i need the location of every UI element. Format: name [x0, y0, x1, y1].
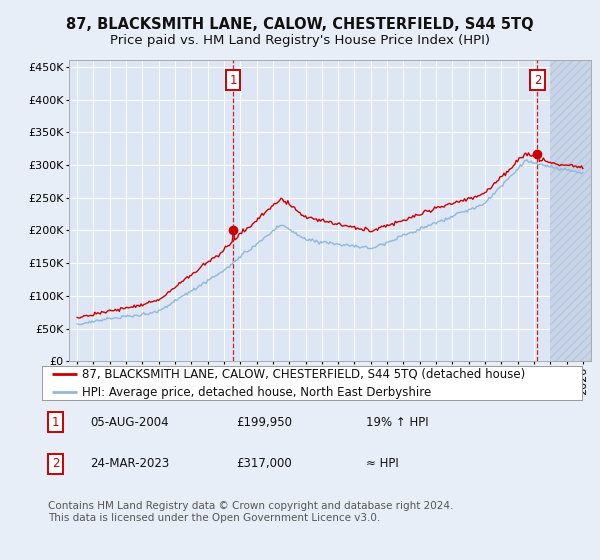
- Text: 87, BLACKSMITH LANE, CALOW, CHESTERFIELD, S44 5TQ (detached house): 87, BLACKSMITH LANE, CALOW, CHESTERFIELD…: [83, 367, 526, 380]
- Text: HPI: Average price, detached house, North East Derbyshire: HPI: Average price, detached house, Nort…: [83, 386, 432, 399]
- Text: 19% ↑ HPI: 19% ↑ HPI: [366, 416, 428, 429]
- Text: £199,950: £199,950: [236, 416, 292, 429]
- Text: Contains HM Land Registry data © Crown copyright and database right 2024.
This d: Contains HM Land Registry data © Crown c…: [48, 501, 454, 523]
- Bar: [550, 60, 591, 361]
- Text: 87, BLACKSMITH LANE, CALOW, CHESTERFIELD, S44 5TQ: 87, BLACKSMITH LANE, CALOW, CHESTERFIELD…: [66, 17, 534, 31]
- Text: 2: 2: [534, 73, 541, 87]
- Text: ≈ HPI: ≈ HPI: [366, 458, 399, 470]
- Text: 05-AUG-2004: 05-AUG-2004: [91, 416, 169, 429]
- Text: 24-MAR-2023: 24-MAR-2023: [91, 458, 170, 470]
- Text: £317,000: £317,000: [236, 458, 292, 470]
- Text: 2: 2: [52, 458, 59, 470]
- Text: Price paid vs. HM Land Registry's House Price Index (HPI): Price paid vs. HM Land Registry's House …: [110, 34, 490, 47]
- Text: 1: 1: [52, 416, 59, 429]
- Text: 1: 1: [230, 73, 237, 87]
